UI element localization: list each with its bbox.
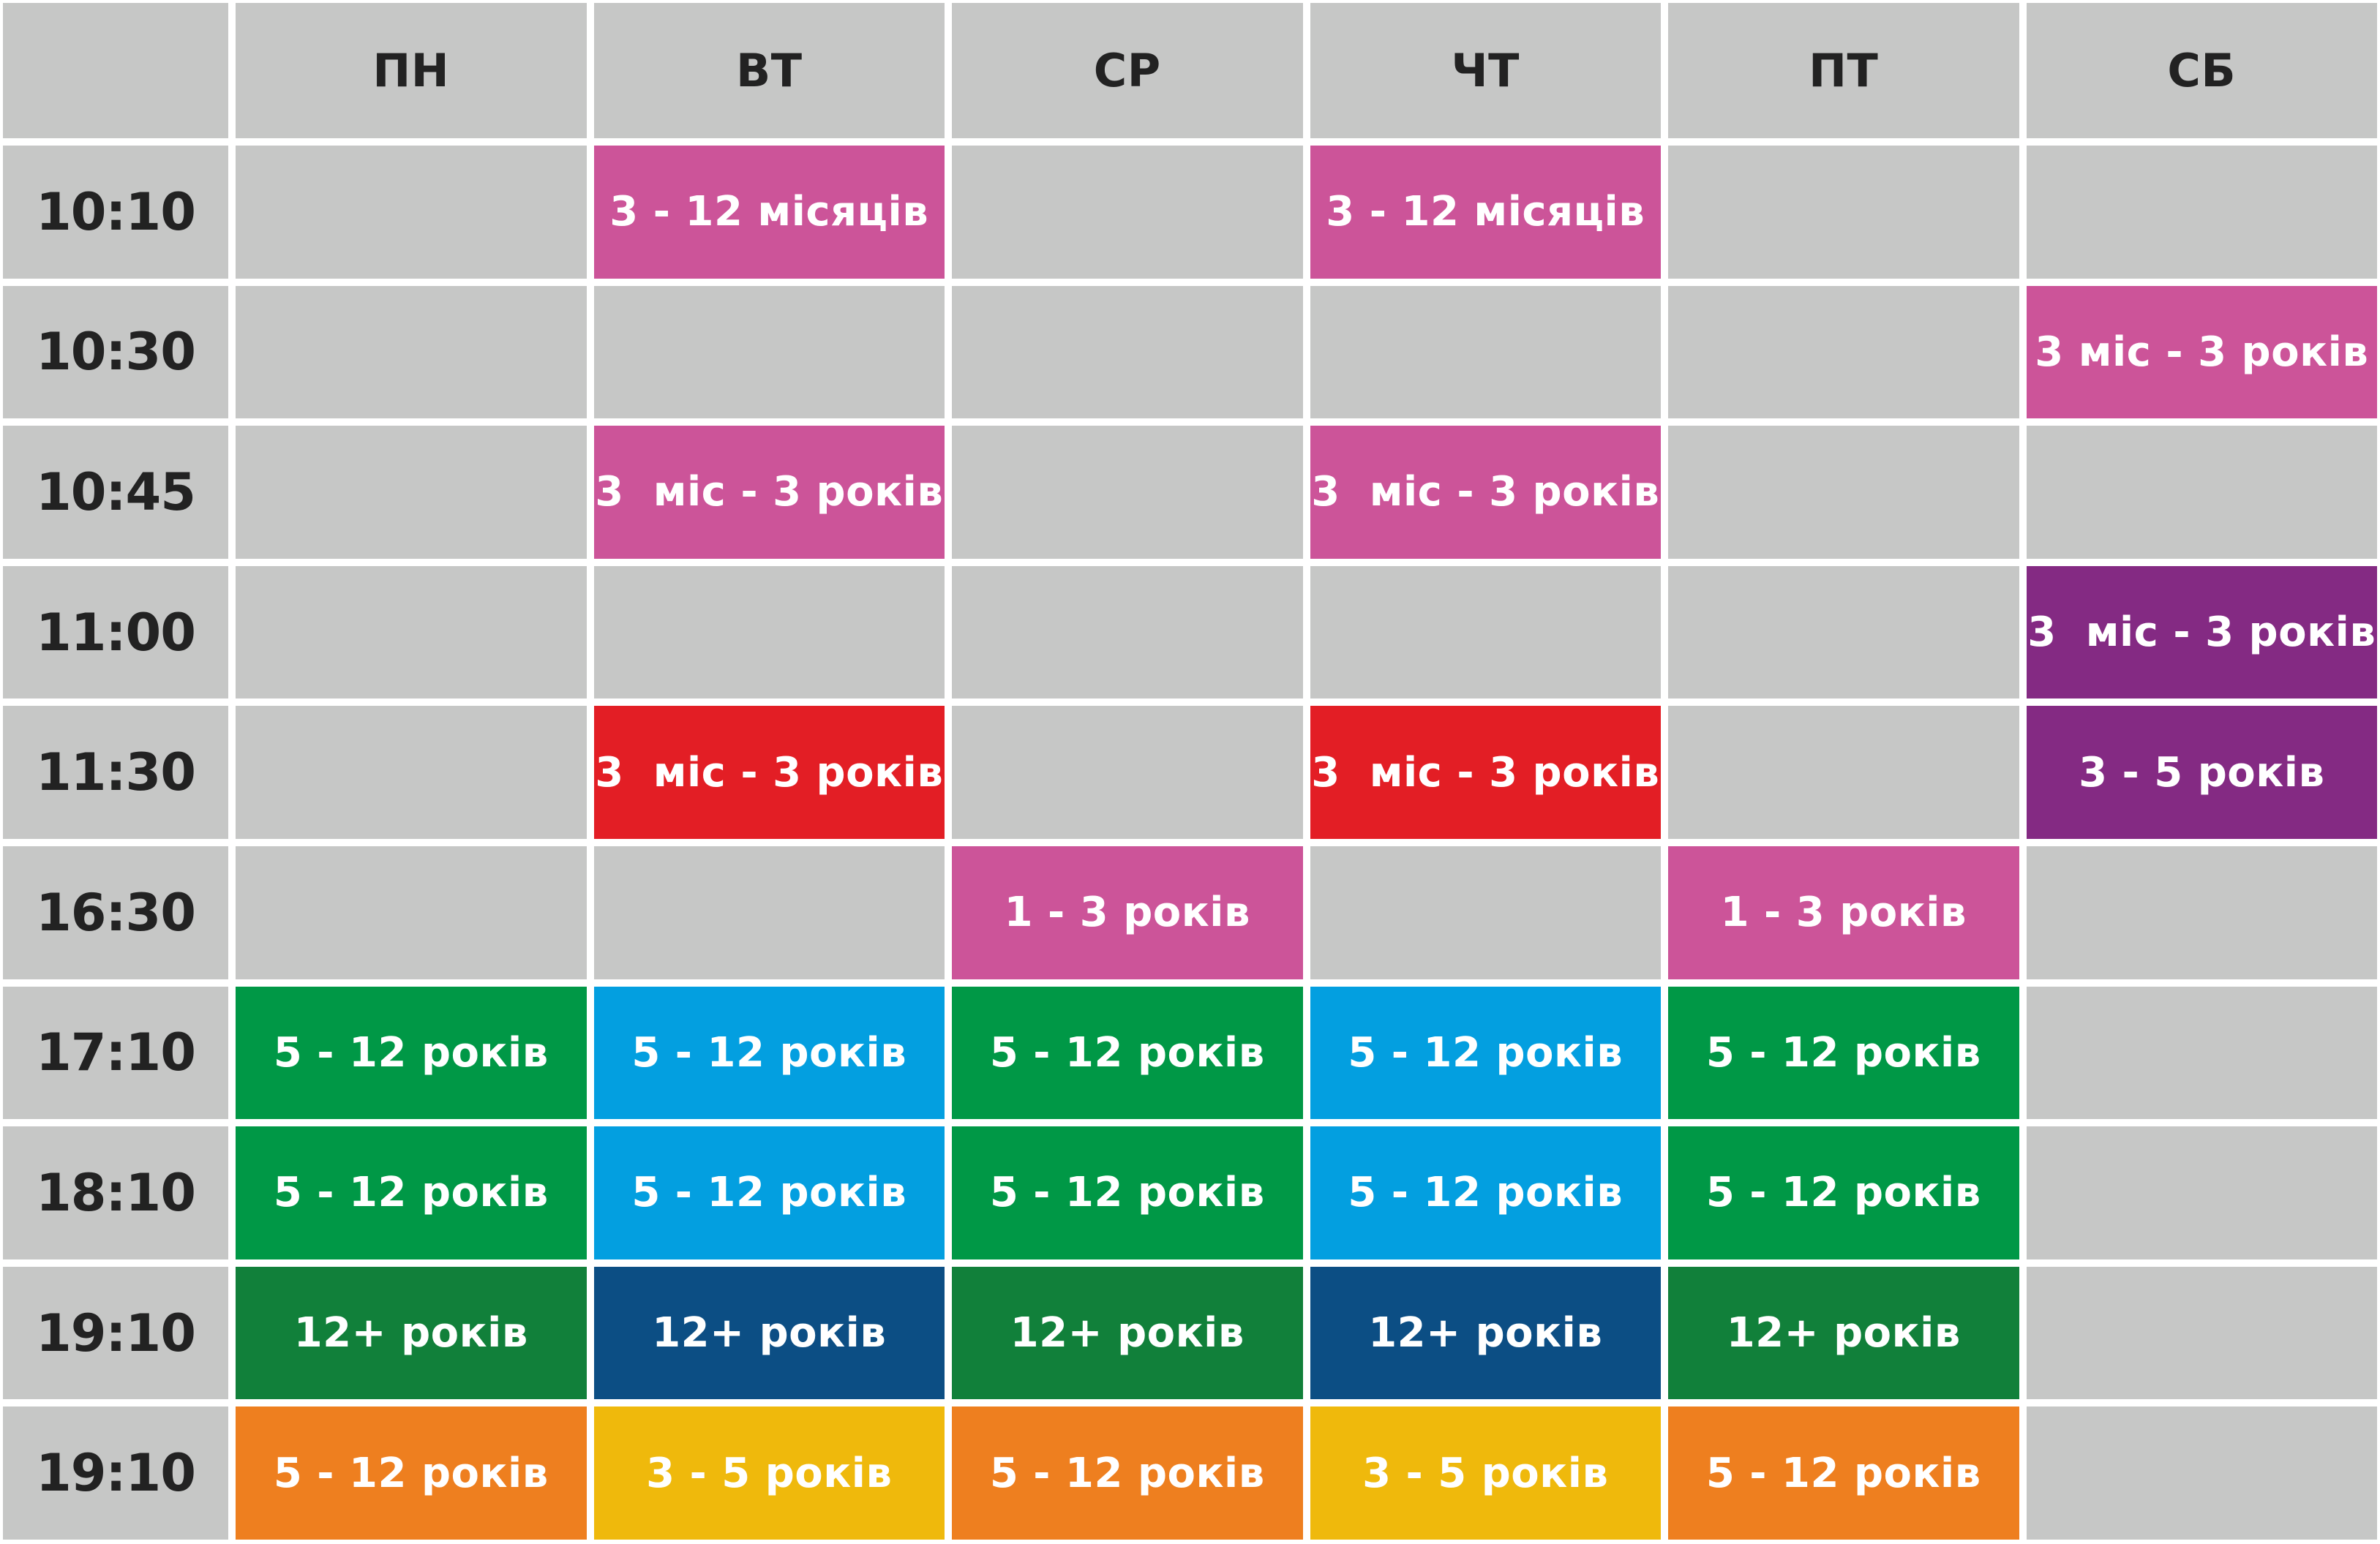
empty-slot	[593, 846, 945, 979]
time-label: 11:00	[3, 565, 228, 699]
time-label: 16:30	[3, 846, 228, 979]
class-slot: 3 міс - 3 років	[593, 426, 945, 559]
day-header: ЧТ	[1310, 3, 1661, 138]
class-slot: 3 - 12 місяців	[593, 146, 945, 279]
class-slot: 5 - 12 років	[236, 986, 587, 1120]
empty-slot	[952, 706, 1303, 839]
class-slot: 12+ років	[236, 1266, 587, 1400]
empty-slot	[2026, 1126, 2377, 1259]
empty-slot	[2026, 146, 2377, 279]
empty-slot	[2026, 846, 2377, 979]
class-slot: 5 - 12 років	[1668, 986, 2019, 1120]
time-label: 19:10	[3, 1406, 228, 1540]
class-slot: 5 - 12 років	[593, 986, 945, 1120]
empty-slot	[236, 426, 587, 559]
empty-slot	[1310, 565, 1661, 699]
empty-slot	[236, 146, 587, 279]
class-slot: 5 - 12 років	[1668, 1126, 2019, 1259]
class-slot: 3 - 5 років	[593, 1406, 945, 1540]
class-slot: 5 - 12 років	[1668, 1406, 2019, 1540]
time-label: 18:10	[3, 1126, 228, 1259]
time-label: 17:10	[3, 986, 228, 1120]
class-slot: 3 міс - 3 років	[2026, 565, 2377, 699]
day-header: ПН	[236, 3, 587, 138]
empty-slot	[1668, 706, 2019, 839]
empty-slot	[236, 706, 587, 839]
time-label: 11:30	[3, 706, 228, 839]
empty-slot	[236, 846, 587, 979]
empty-slot	[236, 285, 587, 419]
empty-slot	[2026, 1406, 2377, 1540]
time-label: 10:45	[3, 426, 228, 559]
class-slot: 1 - 3 років	[952, 846, 1303, 979]
class-slot: 5 - 12 років	[593, 1126, 945, 1259]
class-slot: 5 - 12 років	[1310, 1126, 1661, 1259]
class-slot: 3 міс - 3 років	[1310, 426, 1661, 559]
class-slot: 12+ років	[952, 1266, 1303, 1400]
class-slot: 5 - 12 років	[952, 1406, 1303, 1540]
class-slot: 12+ років	[1310, 1266, 1661, 1400]
empty-slot	[236, 565, 587, 699]
time-label: 19:10	[3, 1266, 228, 1400]
class-slot: 5 - 12 років	[952, 986, 1303, 1120]
class-slot: 1 - 3 років	[1668, 846, 2019, 979]
class-slot: 5 - 12 років	[1310, 986, 1661, 1120]
class-slot: 5 - 12 років	[236, 1126, 587, 1259]
class-slot: 5 - 12 років	[952, 1126, 1303, 1259]
empty-slot	[952, 426, 1303, 559]
class-slot: 12+ років	[593, 1266, 945, 1400]
empty-slot	[952, 565, 1303, 699]
empty-slot	[2026, 426, 2377, 559]
time-label: 10:10	[3, 146, 228, 279]
class-slot: 3 - 5 років	[2026, 706, 2377, 839]
empty-slot	[593, 285, 945, 419]
class-slot: 12+ років	[1668, 1266, 2019, 1400]
empty-slot	[2026, 1266, 2377, 1400]
day-header: СР	[952, 3, 1303, 138]
empty-slot	[1668, 565, 2019, 699]
day-header: ПТ	[1668, 3, 2019, 138]
empty-slot	[1668, 426, 2019, 559]
empty-slot	[1310, 285, 1661, 419]
empty-slot	[1310, 846, 1661, 979]
class-slot: 3 міс - 3 років	[2026, 285, 2377, 419]
empty-slot	[952, 285, 1303, 419]
class-slot: 3 міс - 3 років	[1310, 706, 1661, 839]
empty-slot	[1668, 146, 2019, 279]
day-header: СБ	[2026, 3, 2377, 138]
corner-cell	[3, 3, 228, 138]
day-header: ВТ	[593, 3, 945, 138]
class-slot: 3 - 12 місяців	[1310, 146, 1661, 279]
class-slot: 3 міс - 3 років	[593, 706, 945, 839]
class-slot: 3 - 5 років	[1310, 1406, 1661, 1540]
time-label: 10:30	[3, 285, 228, 419]
empty-slot	[952, 146, 1303, 279]
class-slot: 5 - 12 років	[236, 1406, 587, 1540]
empty-slot	[593, 565, 945, 699]
empty-slot	[2026, 986, 2377, 1120]
empty-slot	[1668, 285, 2019, 419]
